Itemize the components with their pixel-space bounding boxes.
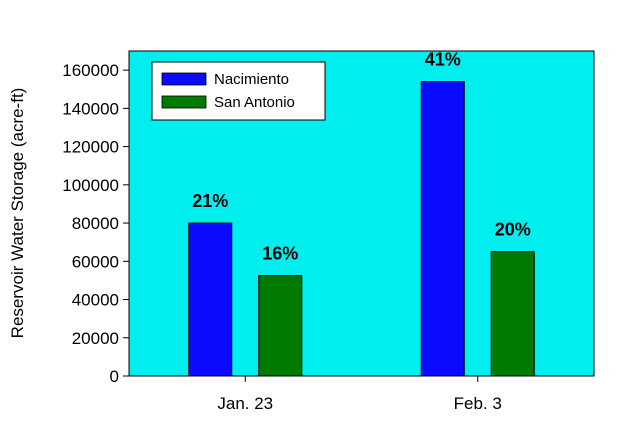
- legend-label-san-antonio: San Antonio: [214, 94, 295, 111]
- bar-nacimiento-1: [420, 81, 465, 377]
- bar-san-antonio-1: [490, 251, 535, 377]
- bar-labels-group: 21% 16% 41% 20%: [192, 50, 531, 264]
- legend-label-nacimiento: Nacimiento: [214, 71, 289, 88]
- x-tick-label: Jan. 23: [217, 394, 273, 413]
- y-tick-label: 140000: [62, 99, 119, 118]
- y-tick-label: 40000: [72, 291, 119, 310]
- y-tick-label: 160000: [62, 61, 119, 80]
- x-tick-label: Feb. 3: [454, 394, 502, 413]
- y-tick-label: 120000: [62, 138, 119, 157]
- y-axis: 0 20000 40000 60000 80000 100000 120000 140000 1…: [62, 61, 129, 386]
- y-tick-label: 0: [110, 367, 119, 386]
- x-axis: Jan. 23 Feb. 3: [217, 376, 502, 413]
- bar-data-label: 20%: [495, 220, 531, 240]
- bars-group: [188, 81, 535, 377]
- legend: Nacimiento San Antonio: [151, 61, 326, 121]
- bar-data-label: 21%: [192, 191, 228, 211]
- bar-data-label: 16%: [262, 244, 298, 264]
- legend-swatch-san-antonio: [161, 95, 207, 109]
- legend-swatch-nacimiento: [161, 72, 207, 86]
- bar-nacimiento-0: [188, 222, 233, 377]
- y-tick-label: 20000: [72, 329, 119, 348]
- bar-san-antonio-0: [258, 275, 303, 377]
- y-tick-label: 100000: [62, 176, 119, 195]
- legend-box: [151, 61, 326, 121]
- y-tick-label: 80000: [72, 214, 119, 233]
- y-tick-label: 60000: [72, 252, 119, 271]
- bar-data-label: 41%: [425, 50, 461, 70]
- y-axis-title: Reservoir Water Storage (acre-ft): [8, 88, 27, 339]
